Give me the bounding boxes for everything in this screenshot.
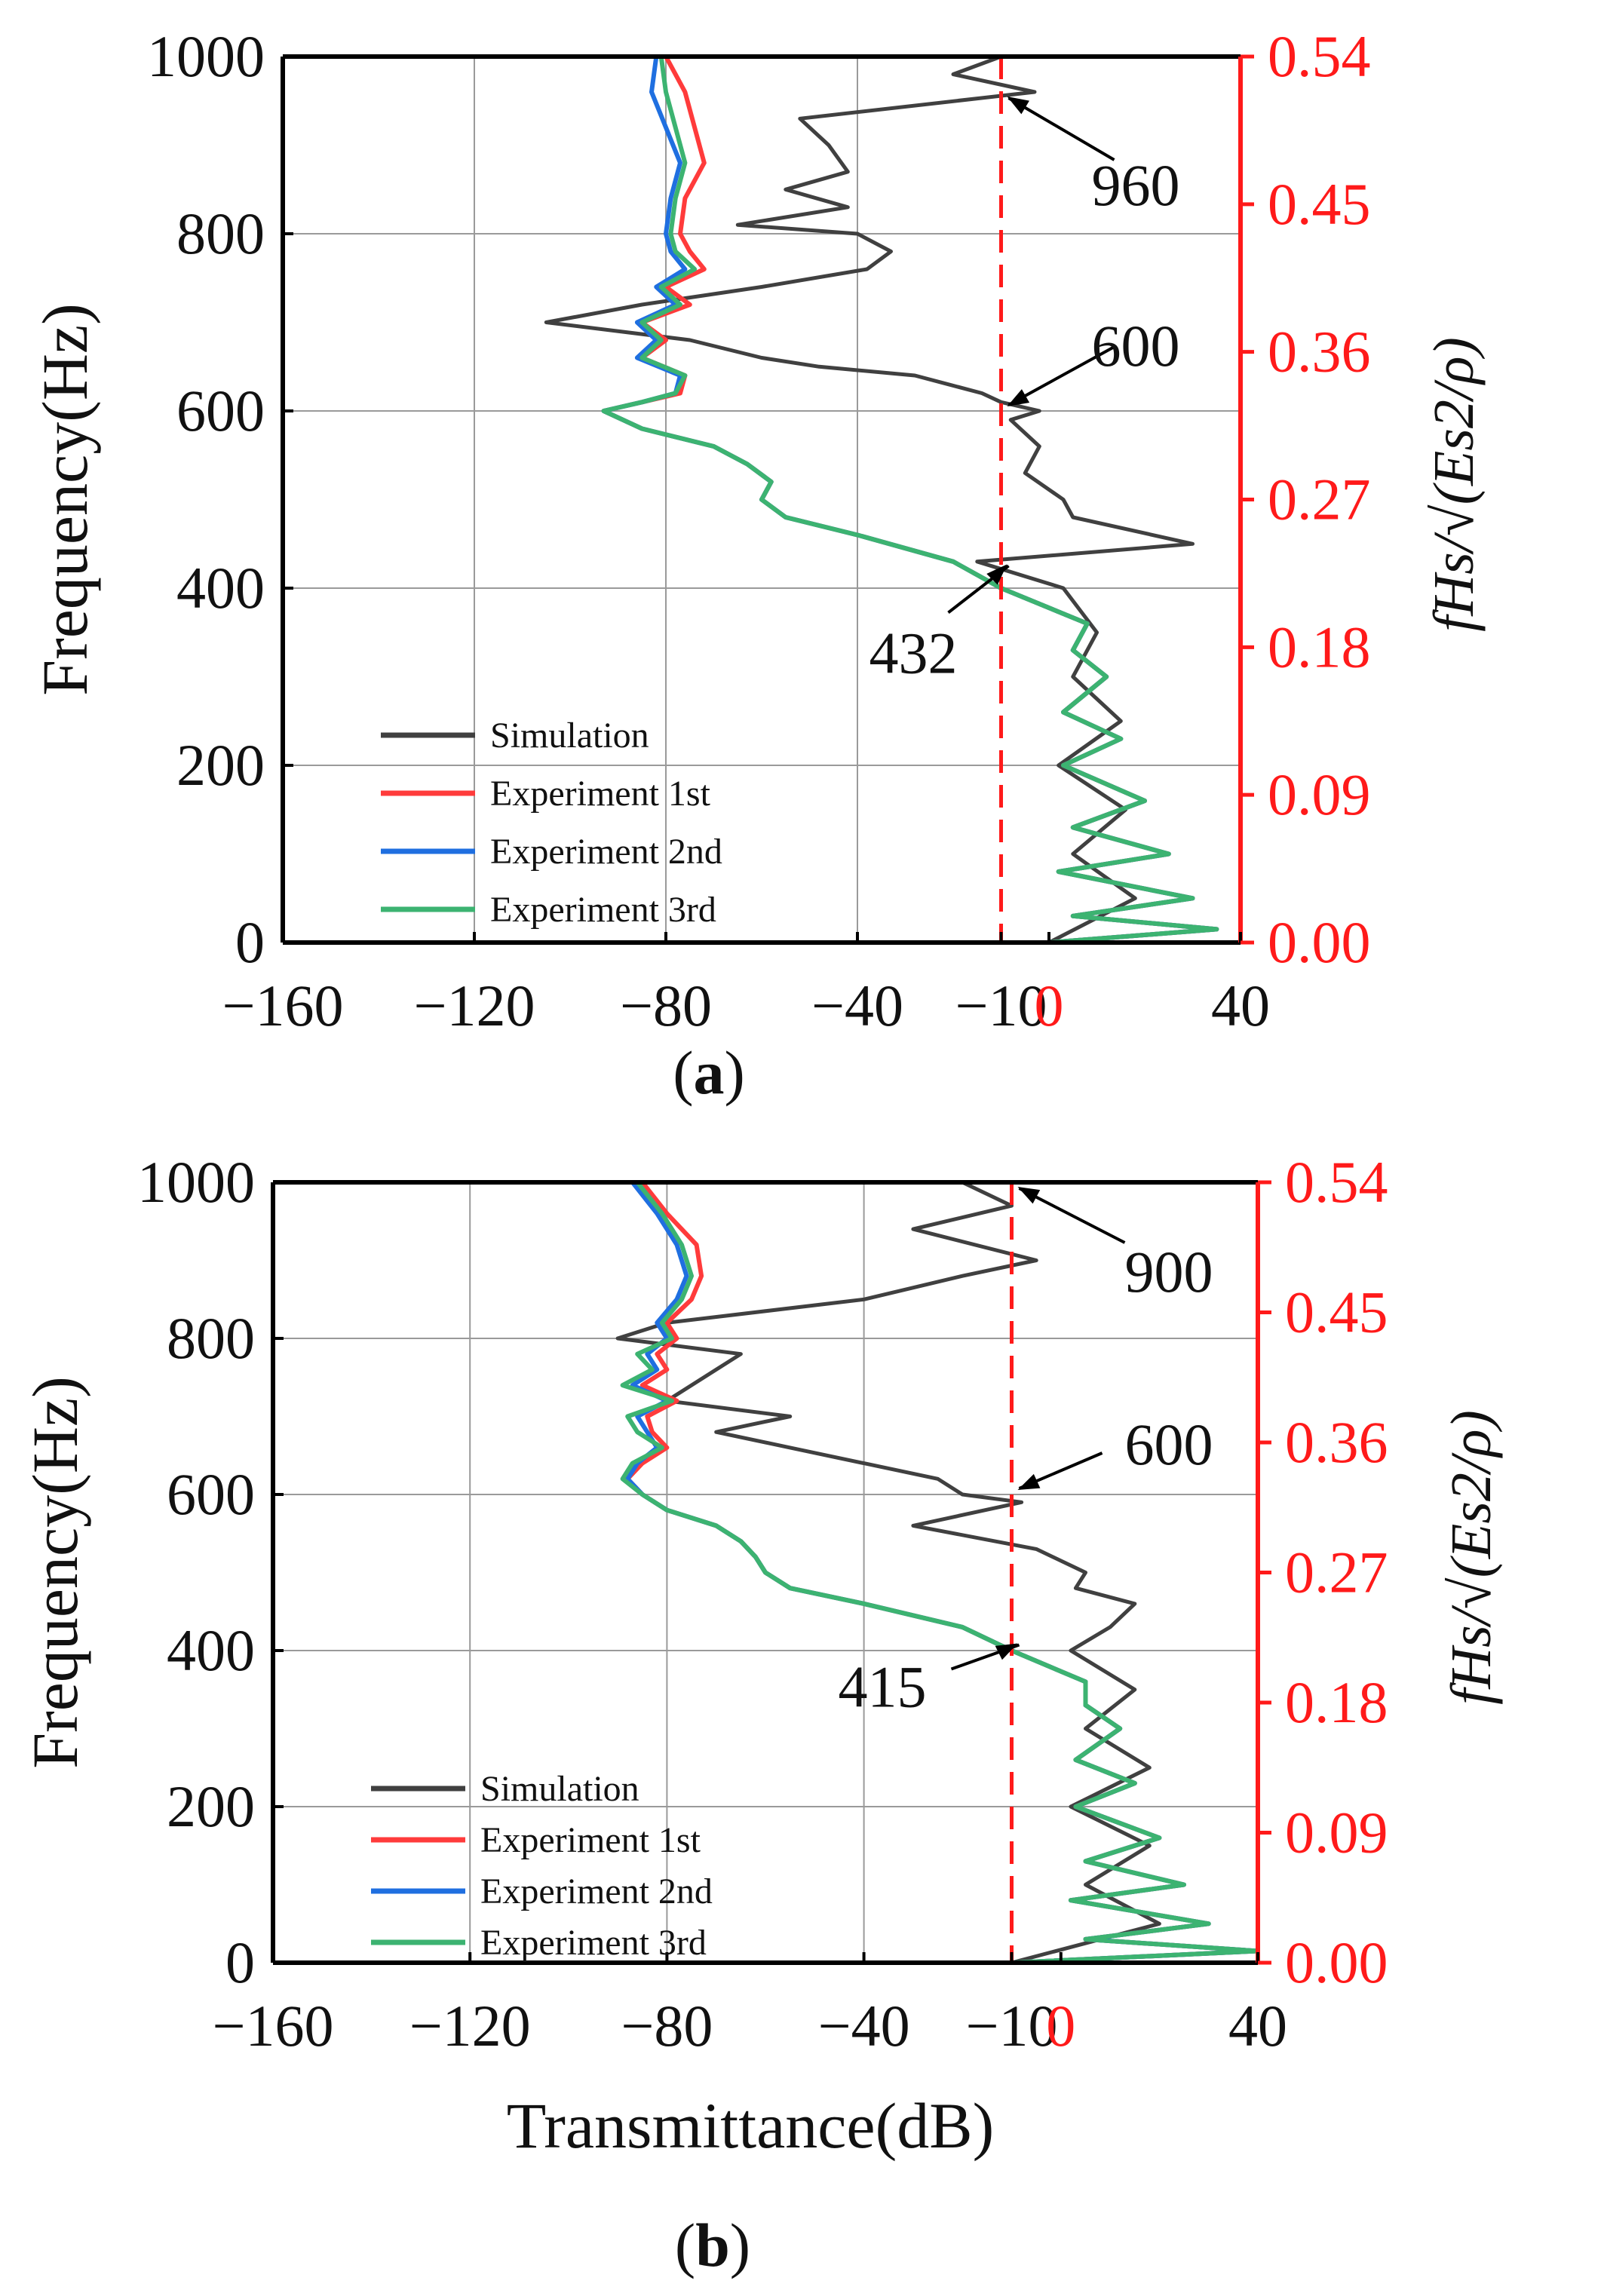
y2-tick-label: 0.09 xyxy=(1268,762,1371,827)
panel-label: (b) xyxy=(675,2211,750,2279)
panel-label-close: ) xyxy=(725,1038,745,1107)
annotation-arrowhead xyxy=(1007,389,1030,406)
y2-axis-title: fHs/√(Es2/ρ) xyxy=(1422,337,1486,632)
chart-panel-b: −160 −120 −80 −40 −100 40020040060080010000.0… xyxy=(19,1149,1503,2279)
panel-label-letter: a xyxy=(694,1038,725,1107)
y2-tick-label: 0.27 xyxy=(1268,467,1371,532)
y-tick-label: 600 xyxy=(176,378,265,443)
x-tick-label: 40 xyxy=(1228,1993,1287,2058)
chart-panel-a: −160 −120 −80 −40 −100 40020040060080010000.0… xyxy=(29,23,1486,1107)
y2-tick-label: 0.45 xyxy=(1285,1280,1388,1345)
x-tick-label: −80 xyxy=(621,1993,713,2058)
legend-label: Simulation xyxy=(490,716,649,756)
y2-tick-label: 0.18 xyxy=(1285,1669,1388,1735)
annotation-label: 900 xyxy=(1125,1239,1213,1304)
panel-label: (a) xyxy=(673,1038,745,1107)
y2-tick-label: 0.09 xyxy=(1285,1800,1388,1865)
y2-axis-title-text: fHs/√(Es2/ρ) xyxy=(1440,1410,1503,1705)
x-tick-label: 0 xyxy=(1046,1993,1075,2058)
y-tick-label: 200 xyxy=(167,1773,255,1839)
y-tick-label: 0 xyxy=(225,1930,255,1995)
y-tick-label: 1000 xyxy=(137,1149,255,1215)
legend-label: Experiment 2nd xyxy=(490,832,722,872)
x-tick-label: −40 xyxy=(818,1993,910,2058)
annotation-label: 600 xyxy=(1125,1412,1213,1477)
legend: Simulation Experiment 1st Experiment 2nd Ex… xyxy=(371,1769,713,1963)
panel-label-open: ( xyxy=(673,1038,693,1107)
panel-label-open: ( xyxy=(675,2211,695,2279)
y2-tick-label: 0.45 xyxy=(1268,171,1371,237)
legend-label: Experiment 1st xyxy=(490,774,711,814)
annotation-label: 432 xyxy=(869,620,958,685)
annotation-arrowhead xyxy=(986,564,1007,585)
x-tick-label: −120 xyxy=(409,1993,531,2058)
y2-tick-label: 0.27 xyxy=(1285,1540,1388,1605)
annotation-arrow xyxy=(1007,345,1115,406)
annotation-arrowhead xyxy=(1007,97,1029,115)
y2-tick-label: 0.36 xyxy=(1268,319,1371,385)
x-tick-label: −160 xyxy=(222,973,344,1038)
y-tick-label: 400 xyxy=(167,1617,255,1683)
y2-axis-title: fHs/√(Es2/ρ) xyxy=(1440,1410,1503,1705)
annotation-label: 415 xyxy=(839,1654,927,1719)
x-axis-title: Transmittance(dB) xyxy=(507,2089,995,2162)
x-tick-label: −80 xyxy=(620,973,712,1038)
y2-axis-title-text: fHs/√(Es2/ρ) xyxy=(1422,337,1486,632)
series-line-experiment-3rd xyxy=(620,1180,1260,1965)
annotation-arrow xyxy=(1007,97,1115,161)
y2-tick-label: 0.36 xyxy=(1285,1409,1388,1475)
panel-label-letter: b xyxy=(695,2211,730,2279)
y-axis-title: Frequency(Hz) xyxy=(29,303,101,696)
y-tick-label: 800 xyxy=(176,201,265,266)
y2-tick-label: 0.00 xyxy=(1268,909,1371,975)
series-line-simulation xyxy=(544,54,1195,945)
annotation-arrowhead xyxy=(1017,1187,1041,1204)
y-axis-title: Frequency(Hz) xyxy=(19,1376,91,1769)
y2-tick-label: 0.00 xyxy=(1285,1930,1388,1995)
annotation-arrowhead xyxy=(995,1643,1018,1660)
y2-tick-label: 0.54 xyxy=(1285,1149,1388,1215)
y2-tick-label: 0.18 xyxy=(1268,614,1371,679)
legend: Simulation Experiment 1st Experiment 2nd Ex… xyxy=(381,716,722,930)
y-tick-label: 400 xyxy=(176,555,265,621)
legend-label: Simulation xyxy=(480,1769,639,1809)
panel-label-close: ) xyxy=(730,2211,750,2279)
annotation-label: 960 xyxy=(1092,152,1180,218)
x-tick-label: −160 xyxy=(213,1993,334,2058)
legend-label: Experiment 3rd xyxy=(480,1923,707,1963)
x-tick-label: −10 xyxy=(966,1993,1058,2058)
x-tick-label: −40 xyxy=(811,973,903,1038)
y-tick-label: 1000 xyxy=(147,23,265,89)
series-line-simulation xyxy=(615,1180,1161,1965)
x-tick-label: −120 xyxy=(414,973,535,1038)
y-tick-label: 200 xyxy=(176,732,265,798)
x-tick-label: −10 xyxy=(955,973,1047,1038)
y-tick-label: 800 xyxy=(167,1305,255,1371)
y-tick-label: 0 xyxy=(235,909,265,975)
y2-tick-label: 0.54 xyxy=(1268,23,1371,89)
annotation-arrowhead xyxy=(1017,1473,1041,1490)
legend-label: Experiment 3rd xyxy=(490,890,716,930)
series-line-experiment-3rd xyxy=(601,54,1219,945)
legend-label: Experiment 1st xyxy=(480,1820,701,1860)
legend-label: Experiment 2nd xyxy=(480,1871,713,1911)
annotation-label: 600 xyxy=(1092,313,1180,379)
x-tick-label: 40 xyxy=(1211,973,1270,1038)
y-tick-label: 600 xyxy=(167,1461,255,1527)
x-tick-label: 0 xyxy=(1035,973,1064,1038)
annotation-arrow xyxy=(1018,1187,1126,1244)
